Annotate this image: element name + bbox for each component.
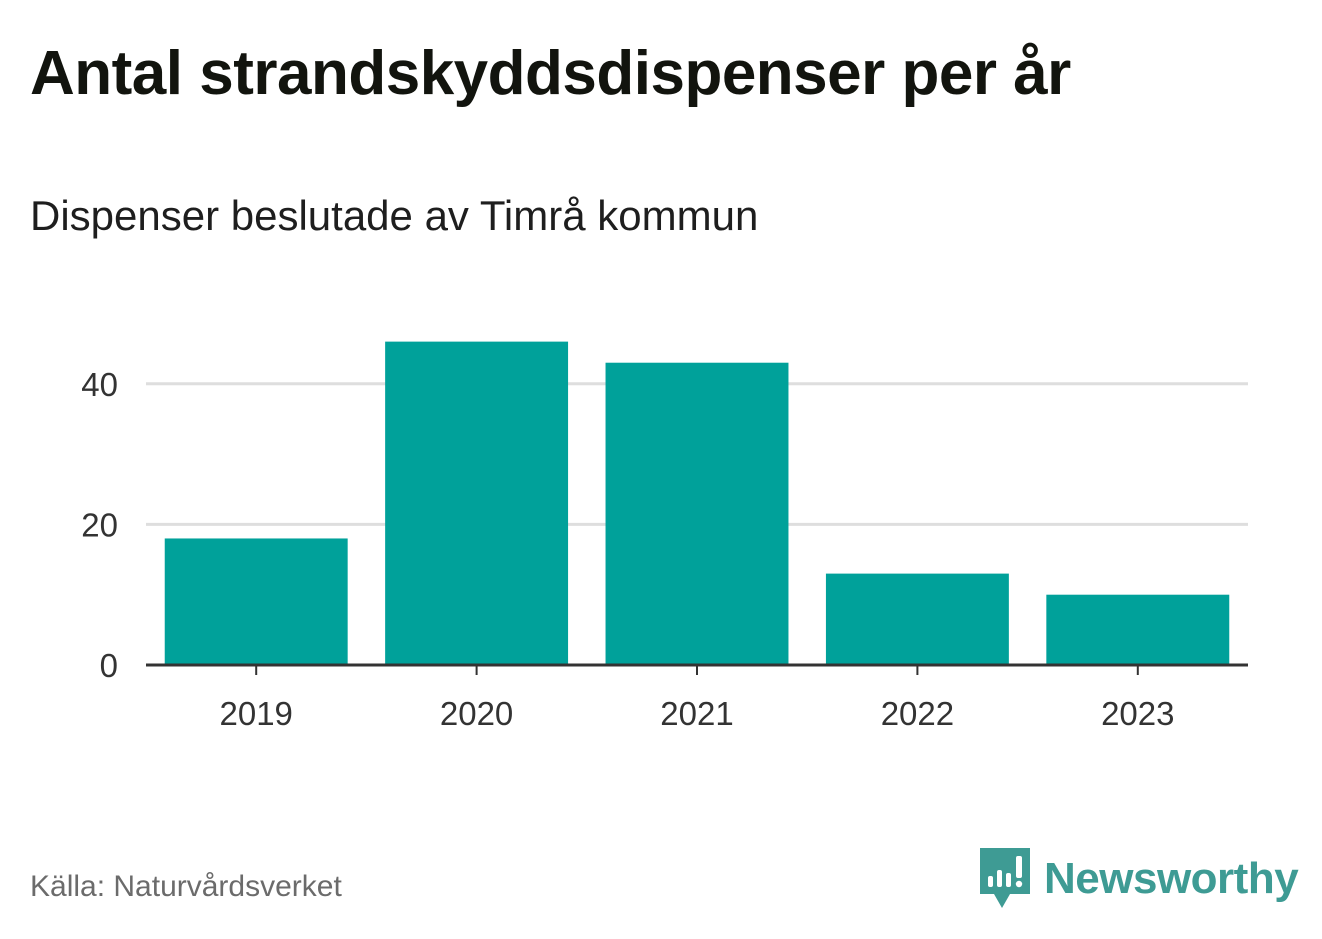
bar-2021 <box>605 362 789 665</box>
newsworthy-logo-icon <box>980 848 1030 908</box>
y-tick-label: 40 <box>81 366 118 403</box>
bar-2020 <box>385 341 569 665</box>
bar-2023 <box>1046 594 1230 665</box>
brand-logo: Newsworthy <box>980 848 1299 910</box>
bars <box>164 341 1230 665</box>
bar-chart: 0 20 40 2019 2020 2021 2022 2023 <box>81 341 1248 732</box>
chart-subtitle: Dispenser beslutade av Timrå kommun <box>30 192 759 239</box>
x-tick-label: 2020 <box>440 695 513 732</box>
chart-title: Antal strandskyddsdispenser per år <box>30 39 1071 108</box>
x-tick-label: 2019 <box>219 695 292 732</box>
x-tick-label: 2023 <box>1101 695 1174 732</box>
axes: 0 20 40 2019 2020 2021 2022 2023 <box>81 366 1248 732</box>
y-tick-label: 20 <box>81 506 118 543</box>
y-tick-label: 0 <box>100 647 118 684</box>
bar-2019 <box>164 538 348 665</box>
source-note: Källa: Naturvårdsverket <box>30 870 342 903</box>
bar-2022 <box>825 573 1009 665</box>
brand-name: Newsworthy <box>1044 854 1299 903</box>
x-tick-label: 2022 <box>881 695 954 732</box>
x-tick-label: 2021 <box>660 695 733 732</box>
